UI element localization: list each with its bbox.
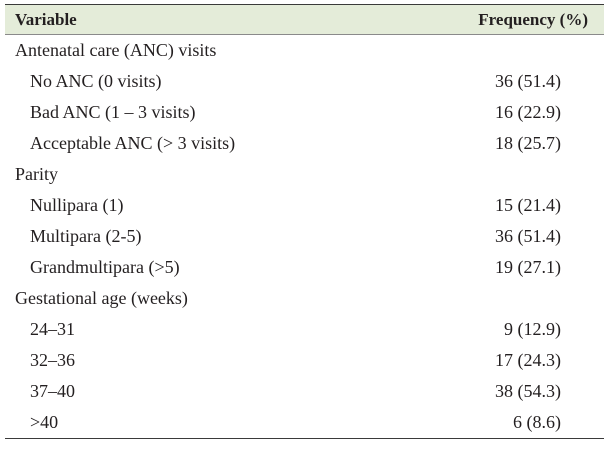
- table-row: Nullipara (1) 15 (21.4): [5, 190, 604, 221]
- row-value: 16 (22.9): [495, 102, 561, 122]
- row-value: 36 (51.4): [495, 71, 561, 91]
- row-value: 15 (21.4): [495, 195, 561, 215]
- row-label: 37–40: [30, 381, 75, 401]
- row-label: Multipara (2-5): [30, 226, 142, 246]
- section-title-anc: Antenatal care (ANC) visits: [5, 35, 604, 66]
- table-row: Multipara (2-5) 36 (51.4): [5, 221, 604, 252]
- table-row: Acceptable ANC (> 3 visits) 18 (25.7): [5, 128, 604, 159]
- table-row: Bad ANC (1 – 3 visits) 16 (22.9): [5, 97, 604, 128]
- header-variable: Variable: [15, 10, 77, 29]
- row-value: 38 (54.3): [495, 381, 561, 401]
- row-value: 9 (12.9): [504, 319, 561, 339]
- row-label: Acceptable ANC (> 3 visits): [30, 133, 236, 153]
- row-label: >40: [30, 412, 59, 432]
- frequency-table: Variable Frequency (%) Antenatal care (A…: [5, 4, 604, 439]
- table-row: 37–40 38 (54.3): [5, 376, 604, 407]
- row-value: 6 (8.6): [513, 412, 561, 432]
- section-label: Gestational age (weeks): [15, 288, 188, 308]
- table-row: 32–36 17 (24.3): [5, 345, 604, 376]
- row-label: 32–36: [30, 350, 75, 370]
- row-label: Nullipara (1): [30, 195, 124, 215]
- section-label: Parity: [15, 164, 58, 184]
- table-row: Grandmultipara (>5) 19 (27.1): [5, 252, 604, 283]
- table-row: 24–31 9 (12.9): [5, 314, 604, 345]
- row-label: Grandmultipara (>5): [30, 257, 180, 277]
- table-bottom-rule: [5, 438, 604, 439]
- section-title-parity: Parity: [5, 159, 604, 190]
- row-value: 17 (24.3): [495, 350, 561, 370]
- row-label: 24–31: [30, 319, 75, 339]
- row-value: 36 (51.4): [495, 226, 561, 246]
- section-label: Antenatal care (ANC) visits: [15, 40, 217, 60]
- row-value: 18 (25.7): [495, 133, 561, 153]
- section-title-gestational-age: Gestational age (weeks): [5, 283, 604, 314]
- table-row: >40 6 (8.6): [5, 407, 604, 438]
- row-label: No ANC (0 visits): [30, 71, 162, 91]
- table-row: No ANC (0 visits) 36 (51.4): [5, 66, 604, 97]
- row-label: Bad ANC (1 – 3 visits): [30, 102, 196, 122]
- row-value: 19 (27.1): [495, 257, 561, 277]
- header-frequency: Frequency (%): [478, 10, 588, 29]
- table-top-rule: [5, 4, 604, 5]
- table-header: Variable Frequency (%): [5, 5, 604, 35]
